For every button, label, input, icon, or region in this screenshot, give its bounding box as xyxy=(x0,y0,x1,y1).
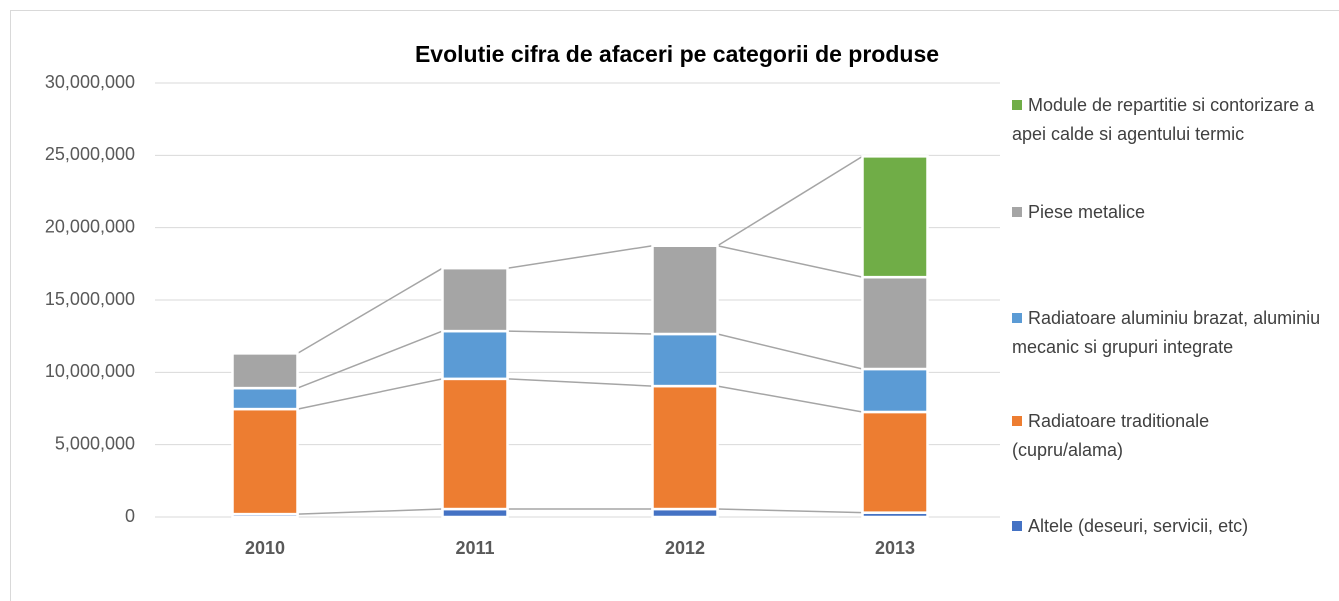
legend-item: Piese metalice xyxy=(1012,198,1322,227)
chart-frame xyxy=(10,10,1339,601)
series-line xyxy=(717,385,863,413)
series-line xyxy=(507,245,653,269)
series-line xyxy=(717,333,863,370)
y-tick-label: 10,000,000 xyxy=(45,361,135,381)
bar-segment xyxy=(651,244,719,336)
bar-segment xyxy=(651,332,719,388)
x-tick-label: 2011 xyxy=(455,538,494,558)
legend-label: Module de repartitie si contorizare a ap… xyxy=(1012,95,1315,144)
series-line xyxy=(717,508,863,514)
legend-label: Radiatoare aluminiu brazat, aluminiu mec… xyxy=(1012,308,1321,357)
bar-segment xyxy=(441,329,509,381)
legend-item: Altele (deseuri, servicii, etc) xyxy=(1012,512,1322,541)
series-line xyxy=(507,378,653,387)
legend-swatch xyxy=(1012,313,1022,323)
legend-item: Radiatoare traditionale (cupru/alama) xyxy=(1012,407,1322,465)
series-line xyxy=(297,330,443,389)
series-line xyxy=(297,508,443,515)
bar-segment xyxy=(861,367,929,414)
bar-segment xyxy=(861,275,929,371)
bar-segment xyxy=(231,352,299,390)
series-line xyxy=(297,267,443,355)
legend-swatch xyxy=(1012,100,1022,110)
legend-swatch xyxy=(1012,207,1022,217)
legend-label: Radiatoare traditionale (cupru/alama) xyxy=(1012,411,1210,460)
chart-title: Evolutie cifra de afaceri pe categorii d… xyxy=(415,41,939,67)
legend-item: Module de repartitie si contorizare a ap… xyxy=(1012,91,1322,149)
series-line xyxy=(507,330,653,335)
series-line xyxy=(717,245,863,278)
bar-segment xyxy=(231,386,299,411)
bar-segment xyxy=(861,410,929,514)
series-line xyxy=(297,378,443,410)
legend-label: Piese metalice xyxy=(1028,202,1146,222)
bar-segment xyxy=(441,266,509,333)
y-tick-label: 5,000,000 xyxy=(55,433,135,453)
bar-segment xyxy=(231,407,299,516)
legend-item: Radiatoare aluminiu brazat, aluminiu mec… xyxy=(1012,304,1322,362)
bar-segment xyxy=(441,377,509,511)
x-tick-label: 2012 xyxy=(665,538,705,558)
x-tick-label: 2010 xyxy=(245,538,285,558)
y-tick-label: 15,000,000 xyxy=(45,289,135,309)
legend-swatch xyxy=(1012,521,1022,531)
y-tick-label: 30,000,000 xyxy=(45,72,135,92)
legend-swatch xyxy=(1012,416,1022,426)
bar-segment xyxy=(651,384,719,511)
y-tick-label: 25,000,000 xyxy=(45,144,135,164)
series-line xyxy=(717,155,863,247)
x-tick-label: 2013 xyxy=(875,538,915,558)
bar-segment xyxy=(861,155,929,279)
y-tick-label: 20,000,000 xyxy=(45,216,135,236)
y-tick-label: 0 xyxy=(125,506,135,526)
legend-label: Altele (deseuri, servicii, etc) xyxy=(1028,516,1249,536)
